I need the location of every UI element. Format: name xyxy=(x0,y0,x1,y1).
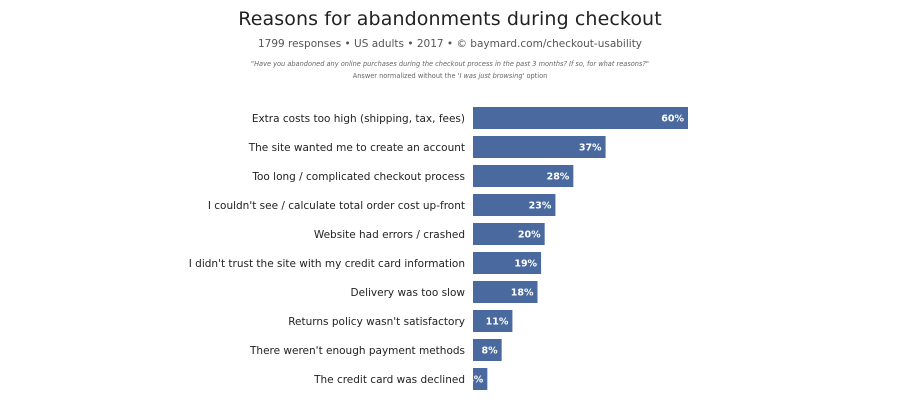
value-label-3: 28% xyxy=(547,172,570,183)
bar-9 xyxy=(473,339,502,361)
value-label-8: 11% xyxy=(486,317,509,328)
bar-3 xyxy=(473,165,574,187)
note-suffix: ' option xyxy=(522,72,548,80)
chart-title: Reasons for abandonments during checkout xyxy=(238,8,662,30)
category-label-2: The site wanted me to create an account xyxy=(248,142,465,154)
bar-8 xyxy=(473,310,513,332)
bar-4 xyxy=(473,194,556,216)
value-label-1: 60% xyxy=(661,114,684,125)
category-label-4: I couldn't see / calculate total order c… xyxy=(208,200,465,212)
bar-6 xyxy=(473,252,542,274)
category-label-1: Extra costs too high (shipping, tax, fee… xyxy=(252,113,465,125)
note-emphasis: I was just browsing xyxy=(459,72,523,80)
bar-10 xyxy=(473,368,488,390)
value-label-9: 8% xyxy=(482,346,499,357)
value-label-5: 20% xyxy=(518,230,541,241)
normalization-note: Answer normalized without the 'I was jus… xyxy=(0,72,900,80)
value-label-7: 18% xyxy=(511,288,534,299)
category-label-10: The credit card was declined xyxy=(313,374,465,386)
category-label-9: There weren't enough payment methods xyxy=(249,345,465,357)
category-label-3: Too long / complicated checkout process xyxy=(251,171,465,183)
value-label-10: 4% xyxy=(467,375,484,386)
note-prefix: Answer normalized without the ' xyxy=(352,72,460,80)
value-label-4: 23% xyxy=(529,201,552,212)
survey-question: "Have you abandoned any online purchases… xyxy=(251,60,649,68)
category-label-6: I didn't trust the site with my credit c… xyxy=(189,258,465,270)
bar-2 xyxy=(473,136,606,158)
category-label-5: Website had errors / crashed xyxy=(314,229,465,241)
value-label-2: 37% xyxy=(579,143,602,154)
category-label-8: Returns policy wasn't satisfactory xyxy=(288,316,465,328)
value-label-6: 19% xyxy=(514,259,537,270)
bar-1 xyxy=(473,107,688,129)
bar-5 xyxy=(473,223,545,245)
category-label-7: Delivery was too slow xyxy=(351,287,466,299)
chart-subtitle: 1799 responses • US adults • 2017 • © ba… xyxy=(257,38,643,50)
bar-7 xyxy=(473,281,538,303)
